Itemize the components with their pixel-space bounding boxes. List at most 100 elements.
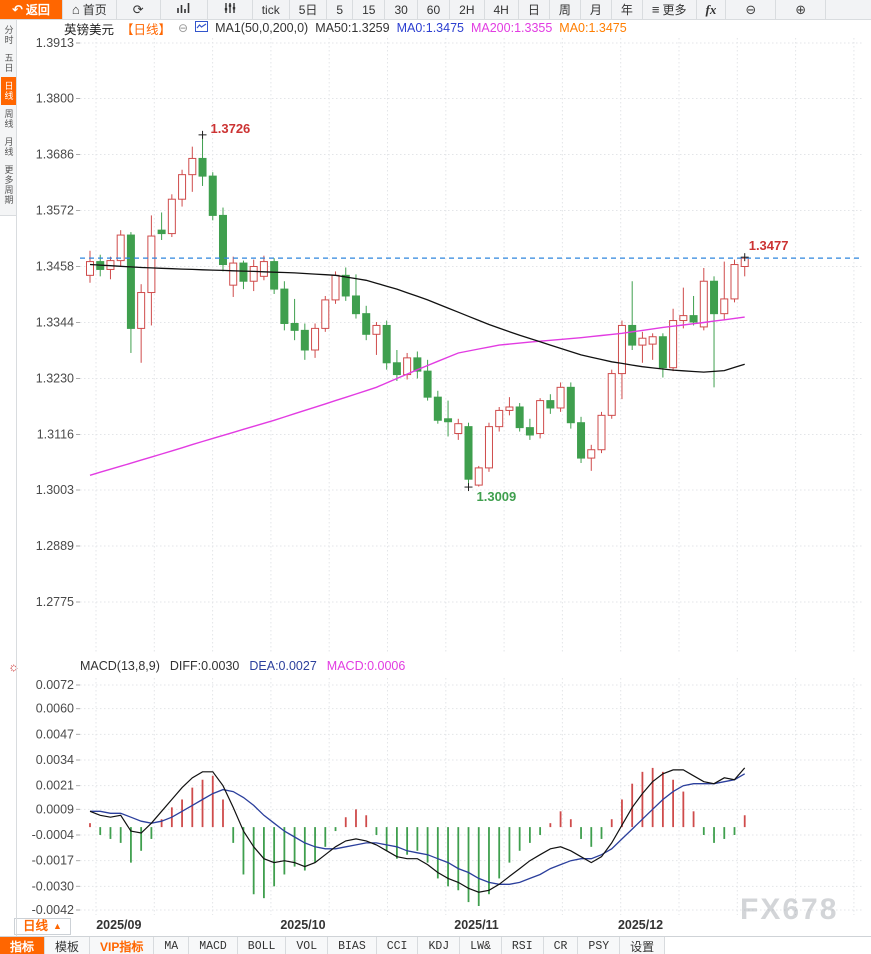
menu-icon: ≡ xyxy=(651,2,660,17)
zoom-in-button[interactable]: ⊕ xyxy=(776,0,827,19)
symbol-name: 英镑美元 xyxy=(64,22,115,37)
period-5d-button[interactable]: 5日 xyxy=(289,0,328,19)
svg-text:-0.0004: -0.0004 xyxy=(32,828,74,842)
sidebar-item-月线[interactable]: 月线 xyxy=(3,137,14,157)
period-2h-button-label: 2H xyxy=(459,2,475,17)
fx-icon: fx xyxy=(705,1,717,17)
ma-settings-label: MA1(50,0,200,0) xyxy=(215,21,309,35)
back-button-label: 返回 xyxy=(25,3,50,17)
macd-header: ☼ MACD(13,8,9) DIFF:0.0030 DEA:0.0027 MA… xyxy=(0,659,871,675)
period-month-button-label: 月 xyxy=(589,3,602,17)
svg-text:1.3344: 1.3344 xyxy=(36,316,74,330)
tab-rsi[interactable]: RSI xyxy=(501,937,544,954)
dea-value: DEA:0.0027 xyxy=(249,659,317,673)
period-30-button-label: 30 xyxy=(394,2,408,17)
period-month-button[interactable]: 月 xyxy=(580,0,612,19)
svg-text:-0.0017: -0.0017 xyxy=(32,854,74,868)
tab-kdj[interactable]: KDJ xyxy=(418,937,461,954)
bars-icon xyxy=(176,2,191,17)
more-button-label: 更多 xyxy=(662,3,687,17)
chart-style-button[interactable] xyxy=(160,0,208,19)
sidebar-item-日线[interactable]: 日线 xyxy=(0,77,16,105)
tab-macd[interactable]: MACD xyxy=(189,937,238,954)
back-icon: ↶ xyxy=(12,2,23,17)
tab-vip-indicator[interactable]: VIP指标 xyxy=(90,937,155,954)
period-week-button[interactable]: 周 xyxy=(549,0,581,19)
indicator-panel-button[interactable] xyxy=(207,0,253,19)
period-60-button[interactable]: 60 xyxy=(417,0,451,19)
tab-bias[interactable]: BIAS xyxy=(328,937,377,954)
tab-vol[interactable]: VOL xyxy=(286,937,329,954)
svg-text:0.0060: 0.0060 xyxy=(36,702,74,716)
period-4h-button-label: 4H xyxy=(493,2,509,17)
dea-line xyxy=(90,773,746,885)
tab-cci[interactable]: CCI xyxy=(376,937,419,954)
sidebar-item-五日[interactable]: 五日 xyxy=(3,53,14,73)
period-day-button-label: 日 xyxy=(527,3,540,17)
period-2h-button[interactable]: 2H xyxy=(450,0,485,19)
macd-value: MACD:0.0006 xyxy=(326,659,406,673)
svg-text:-0.0042: -0.0042 xyxy=(32,903,74,917)
candles-layer xyxy=(86,134,749,488)
tab-psy[interactable]: PSY xyxy=(578,937,621,954)
collapse-indicator-icon[interactable]: ⊖ xyxy=(178,21,189,35)
macd-formula: MACD(13,8,9) xyxy=(80,659,160,673)
x-axis-label: 2025/10 xyxy=(280,918,326,932)
zoom-out-icon: ⊖ xyxy=(745,2,757,17)
back-button[interactable]: ↶ 返回 xyxy=(0,0,63,19)
svg-text:1.3009: 1.3009 xyxy=(477,489,517,504)
period-5-button[interactable]: 5 xyxy=(327,0,354,19)
period-30-button[interactable]: 30 xyxy=(385,0,418,19)
svg-text:1.2775: 1.2775 xyxy=(36,595,74,609)
indicator-tab-bar: 指标 模板 VIP指标 MA MACD BOLL VOL BIAS CCI KDJ LW& RSI CR… xyxy=(0,936,871,954)
svg-text:0.0021: 0.0021 xyxy=(36,779,74,793)
refresh-button[interactable]: ⟳ xyxy=(116,0,161,19)
ma-chart-icon[interactable] xyxy=(195,21,209,35)
tab-cr[interactable]: CR xyxy=(543,937,579,954)
home-button[interactable]: ⌂ 首页 xyxy=(62,0,117,19)
sidebar-item-周线[interactable]: 周线 xyxy=(3,109,14,129)
period-tag: 【日线】 xyxy=(121,22,172,37)
sliders-icon xyxy=(224,2,236,17)
annotations-layer: 1.3726 1.3009 1.3477 xyxy=(198,121,788,504)
more-button[interactable]: ≡ 更多 xyxy=(642,0,697,19)
x-axis-label: 2025/09 xyxy=(96,918,142,932)
period-day-button[interactable]: 日 xyxy=(518,0,550,19)
svg-text:1.3913: 1.3913 xyxy=(36,36,74,50)
svg-text:1.3800: 1.3800 xyxy=(36,92,74,106)
ma200-line xyxy=(89,316,745,476)
svg-text:1.3003: 1.3003 xyxy=(36,483,74,497)
period-5d-button-label: 5日 xyxy=(298,3,318,17)
fx-button[interactable]: fx xyxy=(696,0,727,19)
triangle-up-icon: ▲ xyxy=(53,921,62,931)
symbol-header: 英镑美元 【日线】 ⊖ MA1(50,0,200,0) MA50:1.3259 … xyxy=(64,20,627,37)
svg-text:0.0034: 0.0034 xyxy=(36,753,74,767)
indicator-settings-icon[interactable]: ☼ xyxy=(8,659,20,674)
period-4h-button[interactable]: 4H xyxy=(484,0,519,19)
tab-indicator[interactable]: 指标 xyxy=(0,937,46,954)
home-button-label: 首页 xyxy=(82,3,107,17)
period-tick-button[interactable]: tick xyxy=(252,0,290,19)
zoom-out-button[interactable]: ⊖ xyxy=(726,0,777,19)
tab-ma[interactable]: MA xyxy=(154,937,190,954)
fx678-watermark: FX678 xyxy=(740,893,839,926)
tab-lw[interactable]: LW& xyxy=(460,937,502,954)
period-indicator-label: 日线 xyxy=(23,919,49,933)
period-15-button[interactable]: 15 xyxy=(353,0,386,19)
period-indicator[interactable]: 日线 ▲ xyxy=(14,918,71,935)
ma200-value: MA200:1.3355 xyxy=(470,21,553,35)
tab-template[interactable]: 模板 xyxy=(45,937,91,954)
ma0-secondary-value: MA0:1.3475 xyxy=(559,21,627,35)
period-year-button[interactable]: 年 xyxy=(611,0,643,19)
svg-text:1.3572: 1.3572 xyxy=(36,204,74,218)
ma50-value: MA50:1.3259 xyxy=(315,21,390,35)
sidebar-item-分时[interactable]: 分时 xyxy=(3,25,14,45)
tab-boll[interactable]: BOLL xyxy=(237,937,287,954)
svg-text:0.0047: 0.0047 xyxy=(36,727,74,741)
zoom-in-icon: ⊕ xyxy=(795,2,807,17)
sidebar-item-更多周期[interactable]: 更多周期 xyxy=(3,165,14,205)
period-year-button-label: 年 xyxy=(620,3,633,17)
tab-settings[interactable]: 设置 xyxy=(620,937,666,954)
